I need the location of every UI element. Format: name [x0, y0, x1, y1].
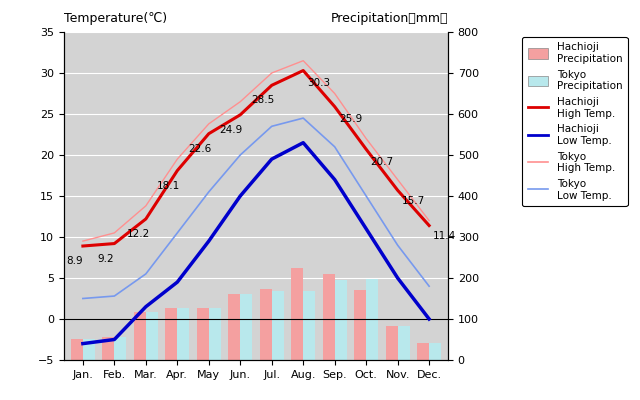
Bar — [228, 294, 240, 360]
Bar — [429, 343, 441, 360]
Text: Temperature(℃): Temperature(℃) — [64, 12, 167, 26]
Bar — [71, 339, 83, 360]
Bar — [102, 337, 115, 360]
Bar — [272, 291, 284, 360]
Bar — [291, 268, 303, 360]
Bar — [386, 326, 397, 360]
Bar — [240, 294, 252, 360]
Text: 22.6: 22.6 — [188, 144, 211, 154]
Text: 9.2: 9.2 — [98, 254, 115, 264]
Bar — [335, 280, 347, 360]
Bar — [303, 291, 315, 360]
Text: 24.9: 24.9 — [220, 125, 243, 135]
Legend: Hachioji
Precipitation, Tokyo
Precipitation, Hachioji
High Temp., Hachioji
Low T: Hachioji Precipitation, Tokyo Precipitat… — [522, 37, 628, 206]
Text: 20.7: 20.7 — [371, 156, 394, 166]
Bar — [366, 279, 378, 360]
Bar — [83, 339, 95, 360]
Text: 12.2: 12.2 — [126, 229, 150, 239]
Text: 8.9: 8.9 — [66, 256, 83, 266]
Text: 25.9: 25.9 — [339, 114, 362, 124]
Text: Precipitation（mm）: Precipitation（mm） — [330, 12, 448, 26]
Bar — [165, 308, 177, 360]
Bar — [397, 326, 410, 360]
Bar — [134, 312, 146, 360]
Bar — [115, 337, 126, 360]
Bar — [209, 308, 221, 360]
Bar — [417, 343, 429, 360]
Text: 28.5: 28.5 — [251, 95, 274, 105]
Text: 18.1: 18.1 — [156, 181, 180, 191]
Bar — [323, 274, 335, 360]
Bar — [177, 308, 189, 360]
Bar — [146, 312, 158, 360]
Text: 30.3: 30.3 — [307, 78, 330, 88]
Bar — [354, 290, 366, 360]
Text: 11.4: 11.4 — [433, 232, 456, 242]
Bar — [197, 308, 209, 360]
Text: 15.7: 15.7 — [402, 196, 425, 206]
Bar — [260, 289, 272, 360]
